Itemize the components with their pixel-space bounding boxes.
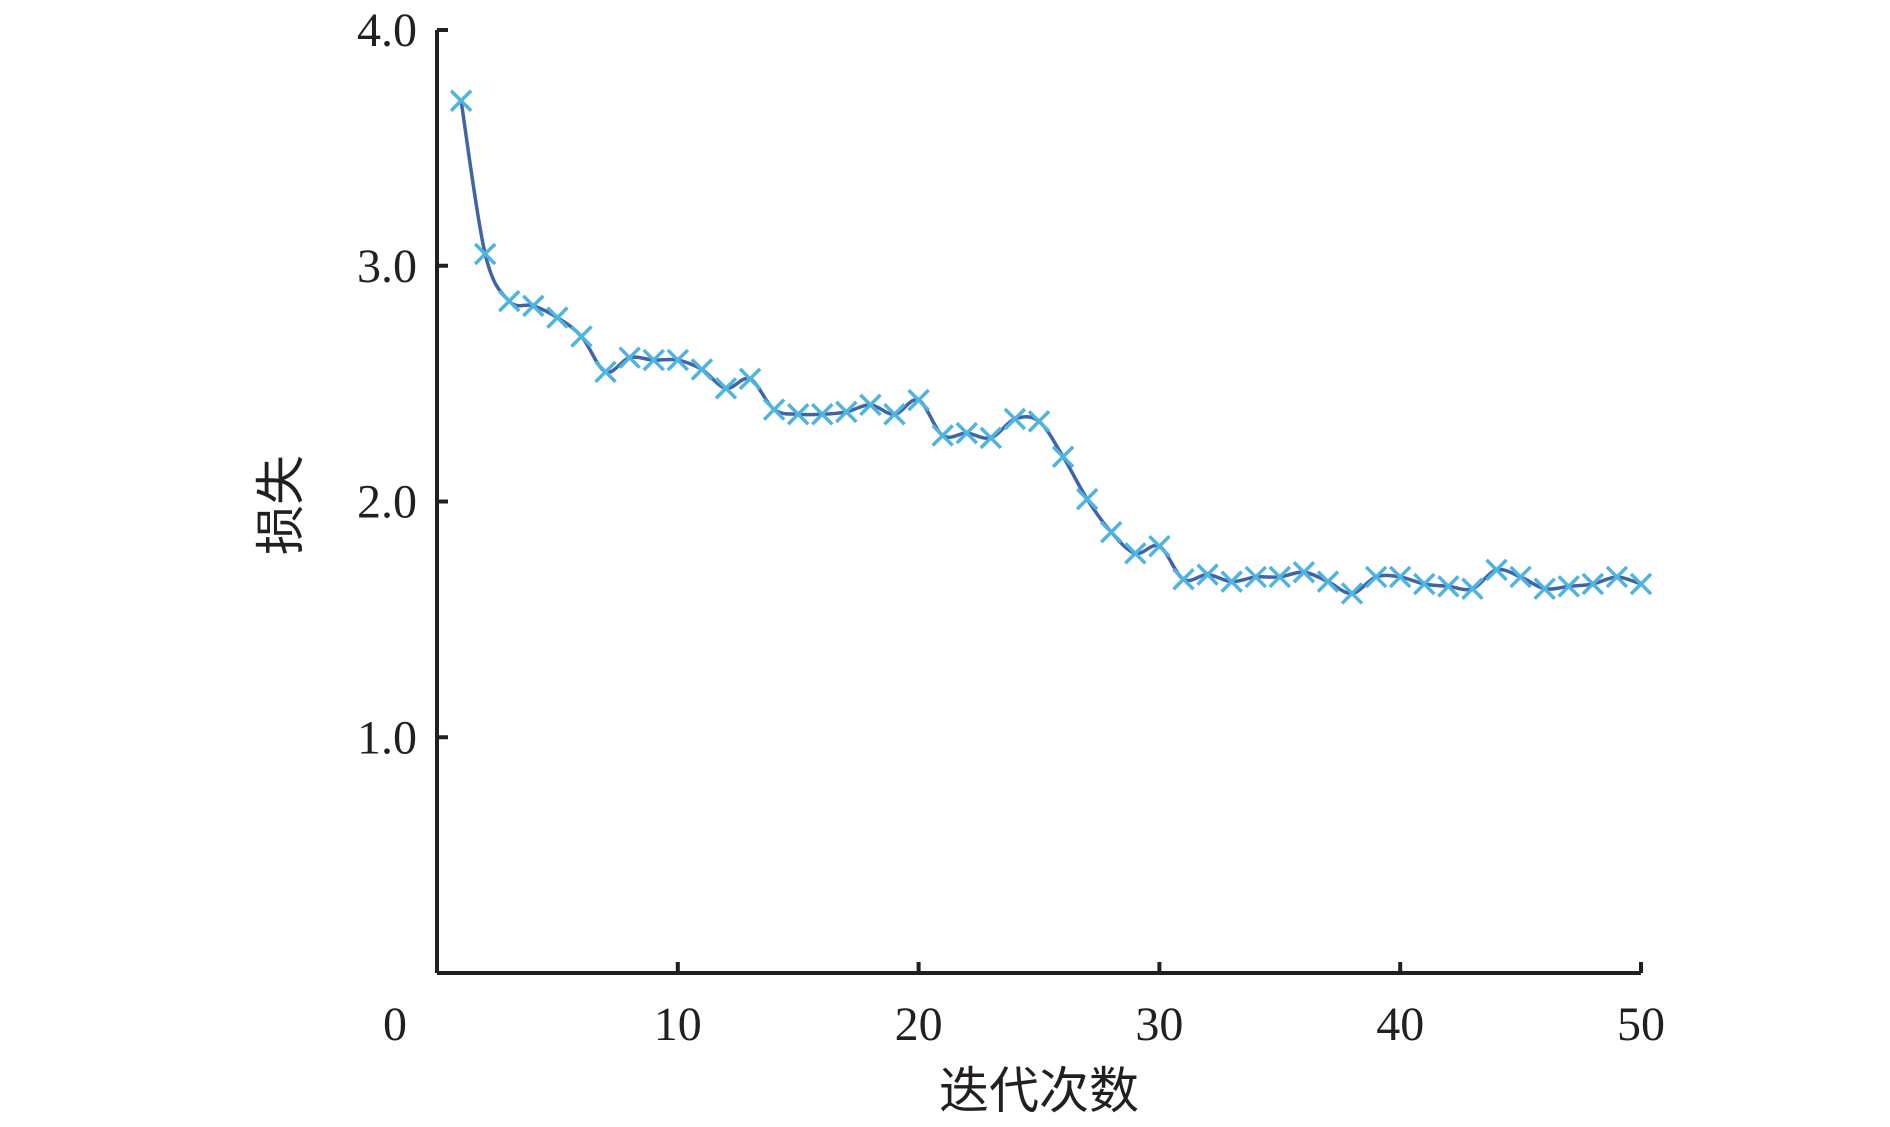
data-point-marker [1581, 572, 1605, 596]
x-tick-label: 20 [895, 998, 943, 1051]
y-tick-label: 4.0 [357, 4, 417, 57]
x-tick-label: 50 [1617, 998, 1665, 1051]
data-point-marker [883, 403, 906, 426]
x-axis-title: 迭代次数 [939, 1062, 1139, 1120]
data-point-marker [1075, 487, 1099, 511]
data-point-marker [1220, 570, 1243, 593]
x-tick-label: 40 [1376, 998, 1424, 1051]
data-point-marker [1027, 410, 1051, 433]
x-tick-label: 30 [1135, 998, 1183, 1051]
data-point-marker [786, 403, 810, 426]
data-point-marker [1533, 577, 1556, 600]
data-point-marker [931, 424, 954, 447]
data-point-marker [835, 400, 858, 424]
data-point-marker [1557, 575, 1580, 598]
loss-series-markers [449, 89, 1653, 605]
data-point-marker [594, 360, 617, 384]
data-point-marker [859, 393, 882, 417]
y-tick-label: 1.0 [357, 711, 417, 764]
data-point-marker [546, 306, 569, 329]
data-point-marker [1268, 565, 1292, 589]
data-point-marker [1364, 565, 1388, 589]
data-point-marker [1003, 407, 1027, 431]
data-point-marker [618, 346, 641, 369]
y-tick-label: 3.0 [357, 240, 417, 293]
data-point-marker [762, 398, 786, 421]
data-point-marker [1172, 568, 1195, 591]
data-point-marker [907, 388, 930, 412]
data-point-marker [1485, 558, 1508, 582]
data-point-marker [979, 426, 1003, 450]
data-point-marker [570, 325, 593, 348]
data-point-marker [1196, 563, 1219, 586]
data-point-marker [642, 348, 665, 372]
data-point-marker [811, 403, 834, 426]
data-point-marker [498, 289, 521, 313]
data-point-marker [1629, 572, 1653, 596]
data-point-marker [1244, 565, 1267, 589]
data-point-marker [1388, 565, 1412, 589]
data-point-marker [1340, 582, 1364, 605]
data-point-marker [955, 421, 978, 445]
data-point-marker [738, 367, 762, 391]
x-tick-label: 0 [383, 998, 407, 1051]
data-point-marker [1509, 565, 1532, 589]
data-point-marker [1413, 572, 1436, 596]
y-axis-ticks: 1.0 2.0 3.0 4.0 [357, 4, 448, 764]
data-point-marker [1605, 565, 1629, 589]
data-point-marker [449, 89, 473, 112]
x-axis-ticks: 0 10 20 30 40 50 [383, 962, 1665, 1051]
data-point-marker [690, 358, 714, 381]
data-point-marker [1316, 570, 1340, 593]
data-point-marker [522, 294, 545, 318]
data-point-marker [666, 348, 690, 372]
y-tick-label: 2.0 [357, 476, 417, 529]
data-point-marker [473, 242, 497, 266]
x-tick-label: 10 [654, 998, 702, 1051]
data-point-marker [714, 377, 738, 400]
data-point-marker [1461, 577, 1484, 600]
y-axis-title: 损失 [252, 455, 310, 555]
data-point-marker [1148, 535, 1171, 558]
data-point-marker [1292, 560, 1316, 584]
data-point-marker [1437, 575, 1460, 598]
data-point-marker [1100, 520, 1123, 544]
data-point-marker [1124, 542, 1147, 565]
data-point-marker [1051, 445, 1075, 468]
